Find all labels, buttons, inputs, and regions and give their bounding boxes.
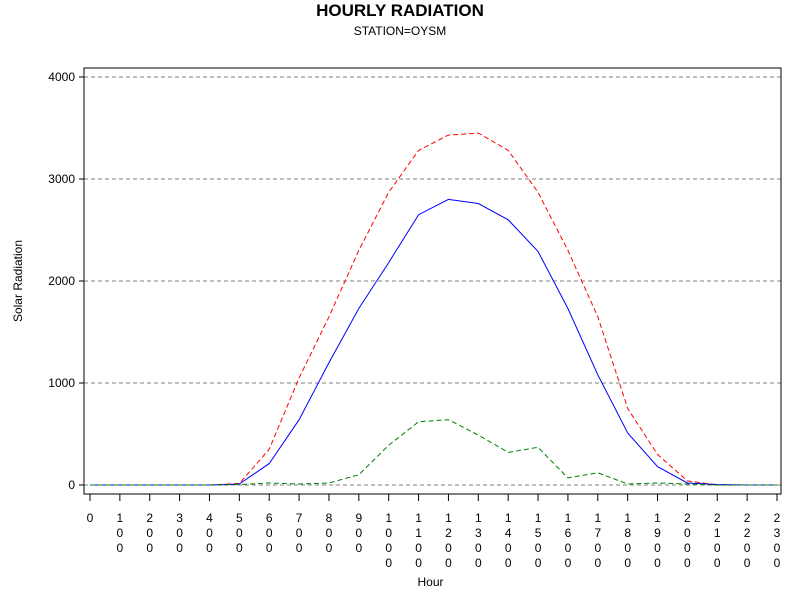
- gridlines: [84, 76, 781, 486]
- y-tick-label: 2000: [48, 274, 75, 288]
- series-line-2: [90, 198, 777, 486]
- series-line-3: [90, 419, 777, 486]
- y-axis: 0 1000 2000 3000 4000: [48, 70, 84, 492]
- x-tick-label: 0: [87, 511, 94, 525]
- series-line-1: [90, 132, 777, 486]
- y-tick-label: 0: [68, 478, 75, 492]
- y-tick-label: 3000: [48, 172, 75, 186]
- y-axis-label: Solar Radiation: [11, 240, 25, 322]
- plot-frame: [83, 67, 782, 495]
- series-lines: [90, 132, 777, 486]
- x-axis-label: Hour: [417, 575, 443, 589]
- chart-subtitle: STATION=OYSM: [353, 24, 447, 38]
- x-axis: 0 1 0 0 2 0 0 3 0 0 4 0 0 5 0 0 6 0 0 7 0 0 8 0 0 9 0 0 1 0 0 0 1 1 0 0 1 2 0 0…: [87, 494, 781, 570]
- y-tick-label: 1000: [48, 376, 75, 390]
- chart-title: HOURLY RADIATION: [316, 1, 484, 20]
- y-tick-label: 4000: [48, 70, 75, 84]
